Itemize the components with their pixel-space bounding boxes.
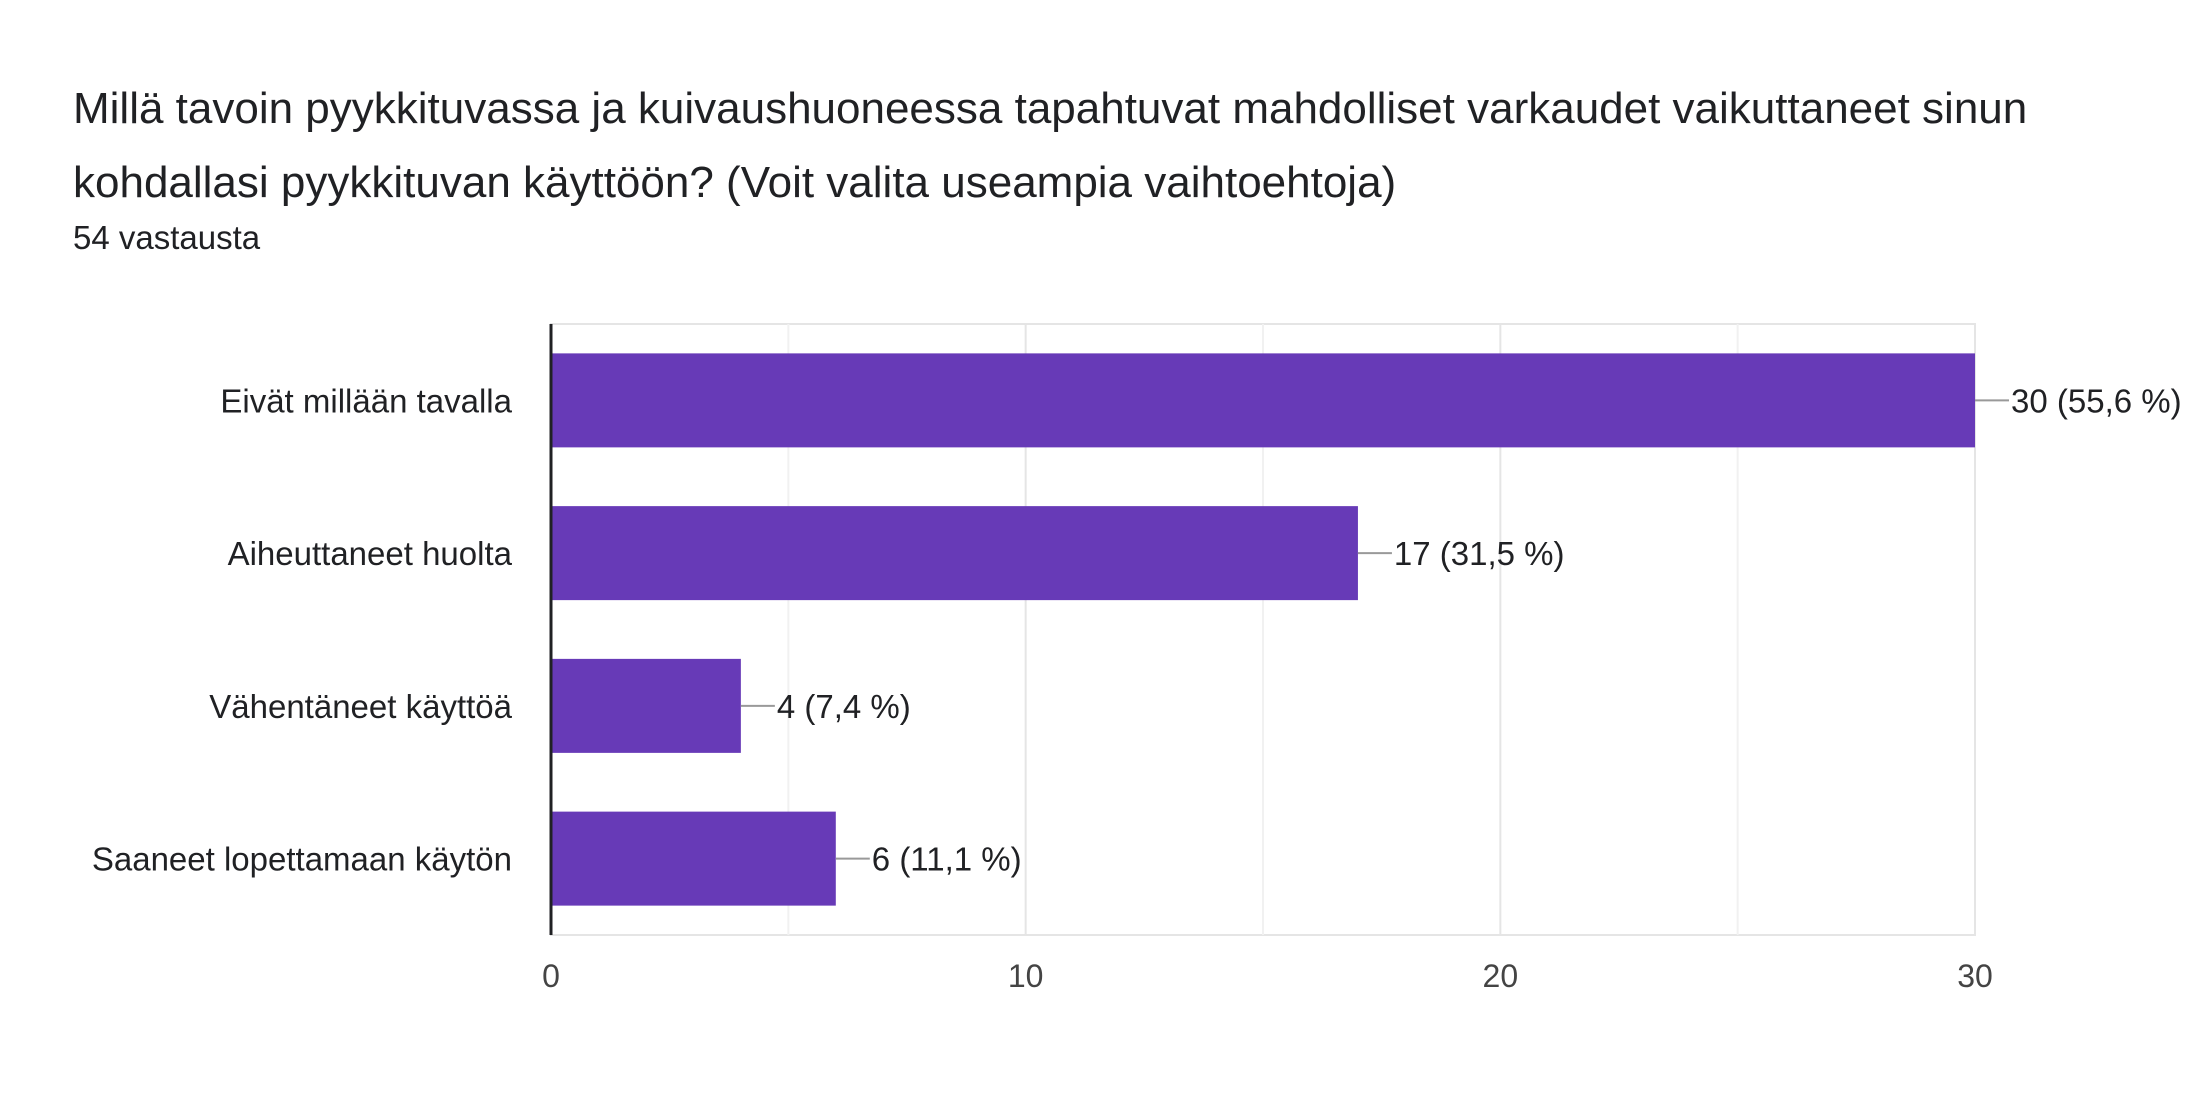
- category-label: Saaneet lopettamaan käytön: [92, 841, 512, 878]
- bar: [551, 811, 836, 906]
- data-label: 30 (55,6 %): [2011, 382, 2182, 419]
- question-title: Millä tavoin pyykkituvassa ja kuivaushuo…: [73, 84, 2028, 207]
- data-label: 17 (31,5 %): [1394, 535, 1565, 572]
- category-label: Aiheuttaneet huolta: [228, 535, 513, 572]
- x-tick-label: 0: [542, 958, 560, 994]
- bars: [551, 353, 1975, 906]
- data-label: 6 (11,1 %): [872, 841, 1022, 878]
- bar: [551, 658, 741, 753]
- x-tick-label: 20: [1483, 958, 1519, 994]
- x-tick-label: 30: [1957, 958, 1993, 994]
- x-tick-labels: 0 10 20 30: [542, 958, 1993, 994]
- category-labels: Eivät millään tavalla Aiheuttaneet huolta…: [92, 382, 513, 877]
- x-tick-label: 10: [1008, 958, 1044, 994]
- category-label: Vähentäneet käyttöä: [209, 688, 512, 725]
- bar: [551, 353, 1975, 448]
- bar: [551, 506, 1358, 601]
- response-count: 54 vastausta: [73, 219, 261, 256]
- data-labels: 30 (55,6 %) 17 (31,5 %) 4 (7,4 %) 6 (11,1 %…: [777, 382, 2182, 877]
- leader-lines: [740, 399, 2009, 860]
- category-label: Eivät millään tavalla: [220, 382, 512, 419]
- data-label: 4 (7,4 %): [777, 688, 911, 725]
